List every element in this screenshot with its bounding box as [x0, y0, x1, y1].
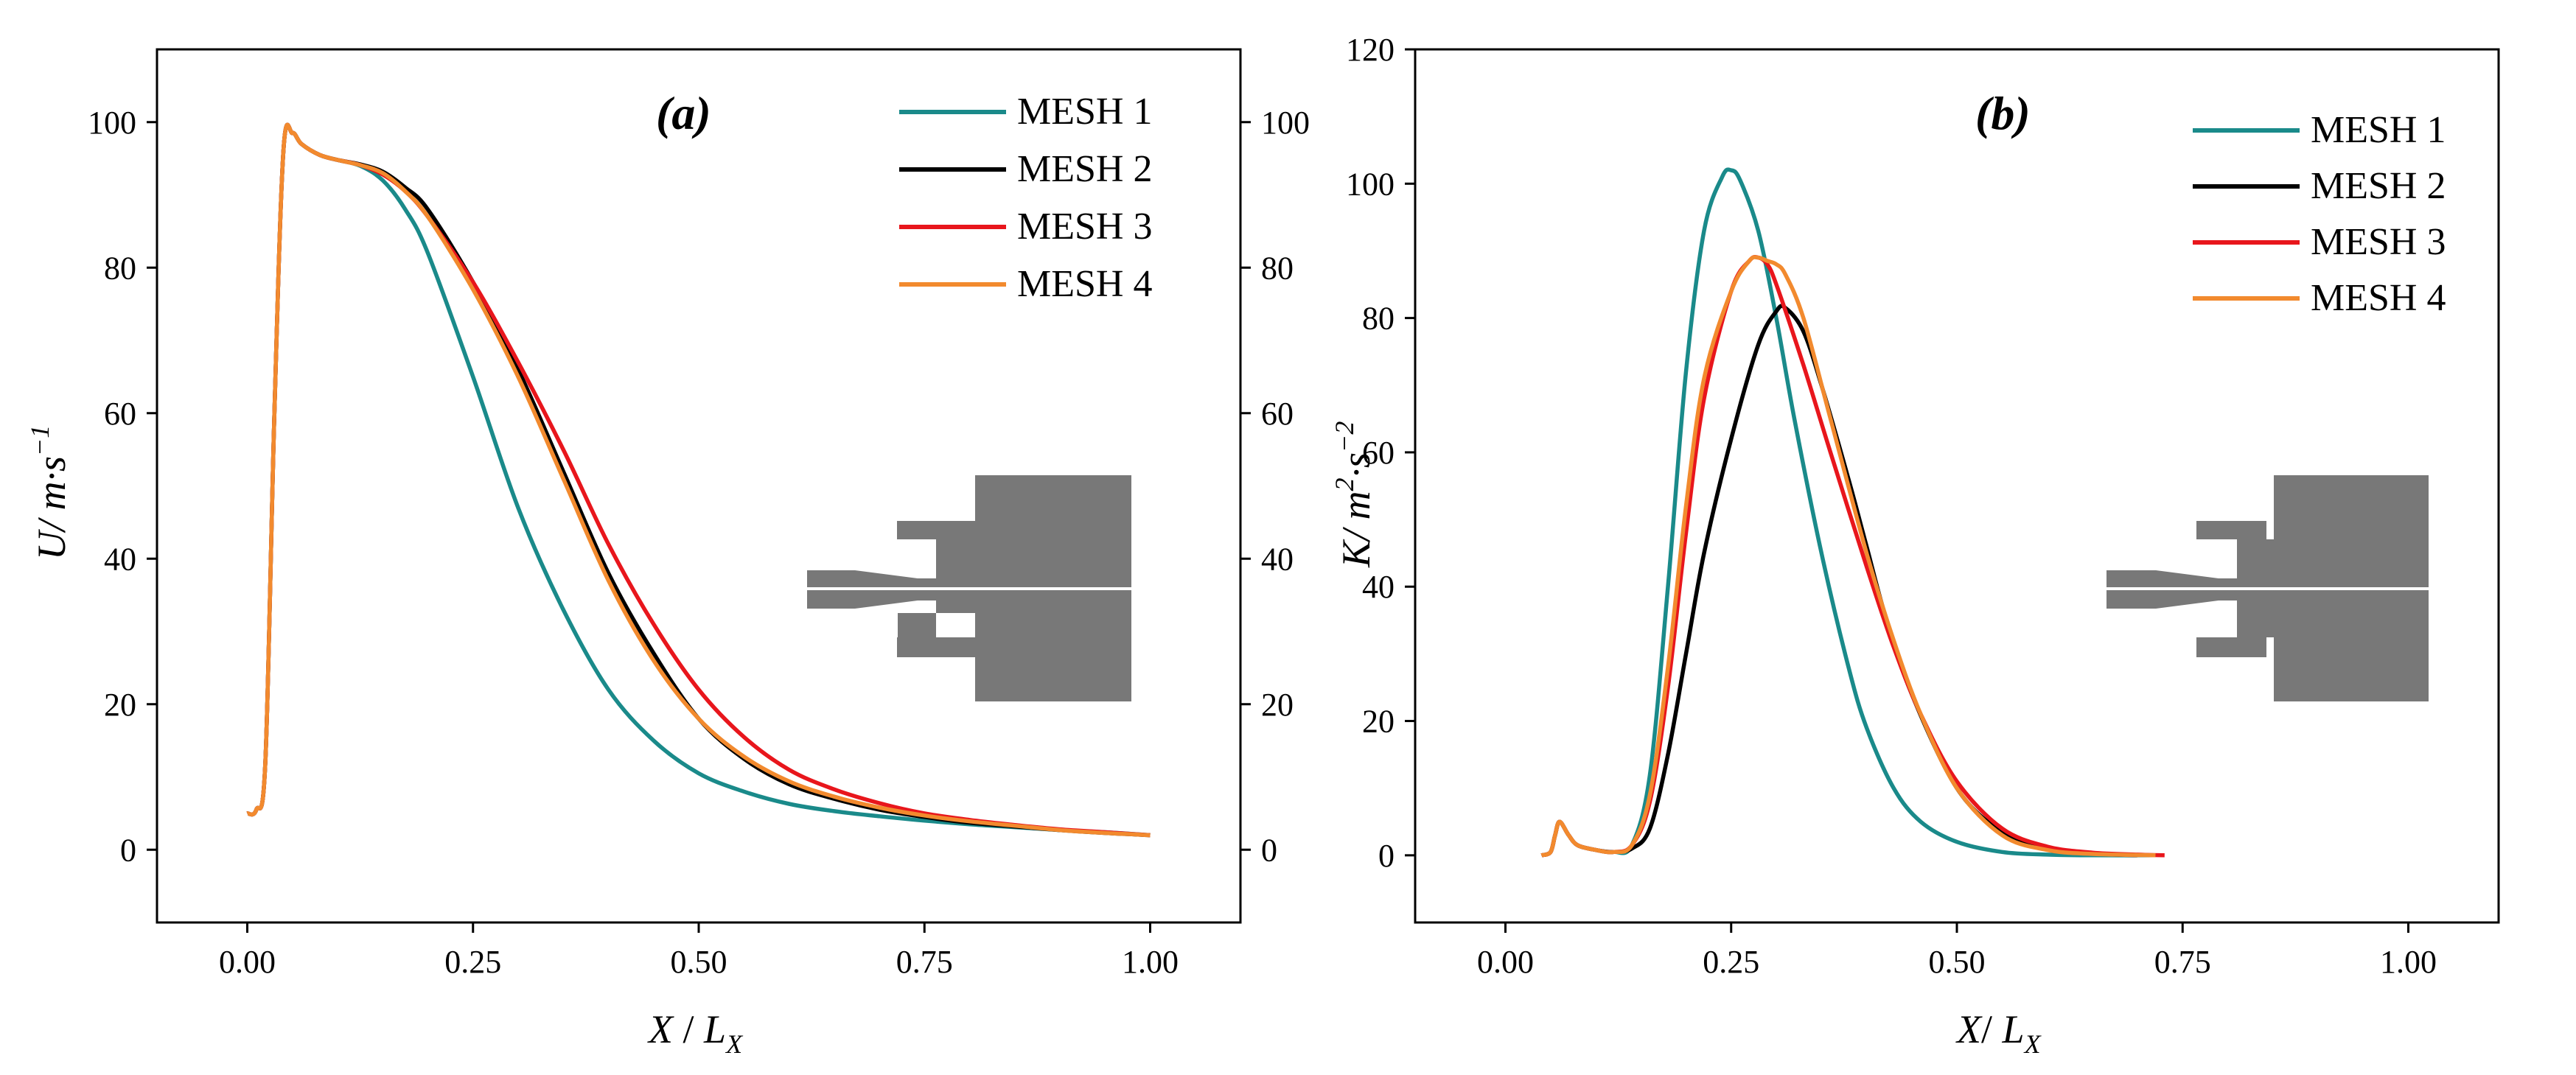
nozzle-schematic-a: [737, 475, 1131, 729]
y-tick-label: 60: [104, 396, 136, 432]
legend-label: MESH 1: [1017, 91, 1152, 133]
y-axis-title-a: U/ m·s−1: [25, 425, 74, 560]
nozzle-schematic-b: [2106, 475, 2429, 701]
x-tick-label: 1.00: [2380, 944, 2437, 980]
panel-label-a: (a): [656, 87, 711, 139]
x-tick-label: 0.50: [671, 944, 727, 980]
x-tick-label: 0.25: [444, 944, 501, 980]
legend-label: MESH 1: [2311, 109, 2446, 151]
right-y-tick-label: 20: [1261, 687, 1294, 723]
y-tick-label: 40: [1362, 569, 1395, 605]
panel-b: 0.00 0.25 0.50 0.75 1.00 0 20 40 60 80 100 120 MESH…: [1330, 32, 2500, 1059]
lines-b: [1540, 167, 2165, 858]
x-tick-label: 0.75: [896, 944, 953, 980]
right-y-tick-label: 100: [1261, 105, 1310, 141]
x-tick-label: 0.25: [1703, 944, 1759, 980]
x-tick-label: 0.00: [1477, 944, 1534, 980]
x-axis-title-b: X/ LX: [1955, 1007, 2042, 1059]
y-tick-label: 40: [104, 541, 136, 577]
right-y-tick-label: 80: [1261, 250, 1294, 286]
panel-a: 0.00 0.25 0.50 0.75 1.00 0 0 20 20 40 40 60 60 80 80 10…: [25, 48, 1310, 1059]
legend-label: MESH 2: [1017, 148, 1152, 190]
panel-label-b: (b): [1975, 87, 2031, 139]
legend-label: MESH 4: [1017, 263, 1152, 305]
series-line-mesh-4: [246, 122, 1151, 838]
lines-a: [246, 122, 1151, 838]
y-tick-label: 100: [1346, 166, 1395, 202]
x-axis-title-a: X / LX: [647, 1007, 744, 1059]
y-tick-label: 20: [1362, 704, 1395, 740]
y-tick-label: 100: [88, 105, 136, 141]
legend-label: MESH 3: [2311, 221, 2446, 263]
ticks-b: 0.00 0.25 0.50 0.75 1.00 0 20 40 60 80 100 120: [1346, 32, 2437, 980]
x-tick-label: 1.00: [1122, 944, 1179, 980]
legend-b: MESH 1 MESH 2 MESH 3 MESH 4: [2193, 109, 2446, 319]
x-tick-label: 0.50: [1929, 944, 1986, 980]
series-line-mesh-4: [1540, 255, 2156, 858]
right-y-tick-label: 0: [1261, 832, 1277, 868]
y-tick-label: 0: [1378, 838, 1395, 874]
ticks-a: 0.00 0.25 0.50 0.75 1.00 0 0 20 20 40 40 60 60 80 80 10…: [88, 105, 1310, 980]
legend-label: MESH 3: [1017, 206, 1152, 248]
legend-a: MESH 1 MESH 2 MESH 3 MESH 4: [899, 91, 1152, 305]
right-y-tick-label: 60: [1261, 396, 1294, 432]
y-tick-label: 60: [1362, 435, 1395, 471]
y-tick-label: 80: [104, 250, 136, 286]
y-tick-label: 20: [104, 687, 136, 723]
legend-label: MESH 2: [2311, 165, 2446, 207]
x-tick-label: 0.00: [219, 944, 276, 980]
right-y-tick-label: 40: [1261, 541, 1294, 577]
legend-label: MESH 4: [2311, 277, 2446, 319]
y-tick-label: 80: [1362, 301, 1395, 337]
y-tick-label: 120: [1346, 32, 1395, 68]
y-tick-label: 0: [120, 832, 136, 868]
x-tick-label: 0.75: [2154, 944, 2211, 980]
y-axis-title-b: K/ m2·s−2: [1330, 421, 1378, 568]
